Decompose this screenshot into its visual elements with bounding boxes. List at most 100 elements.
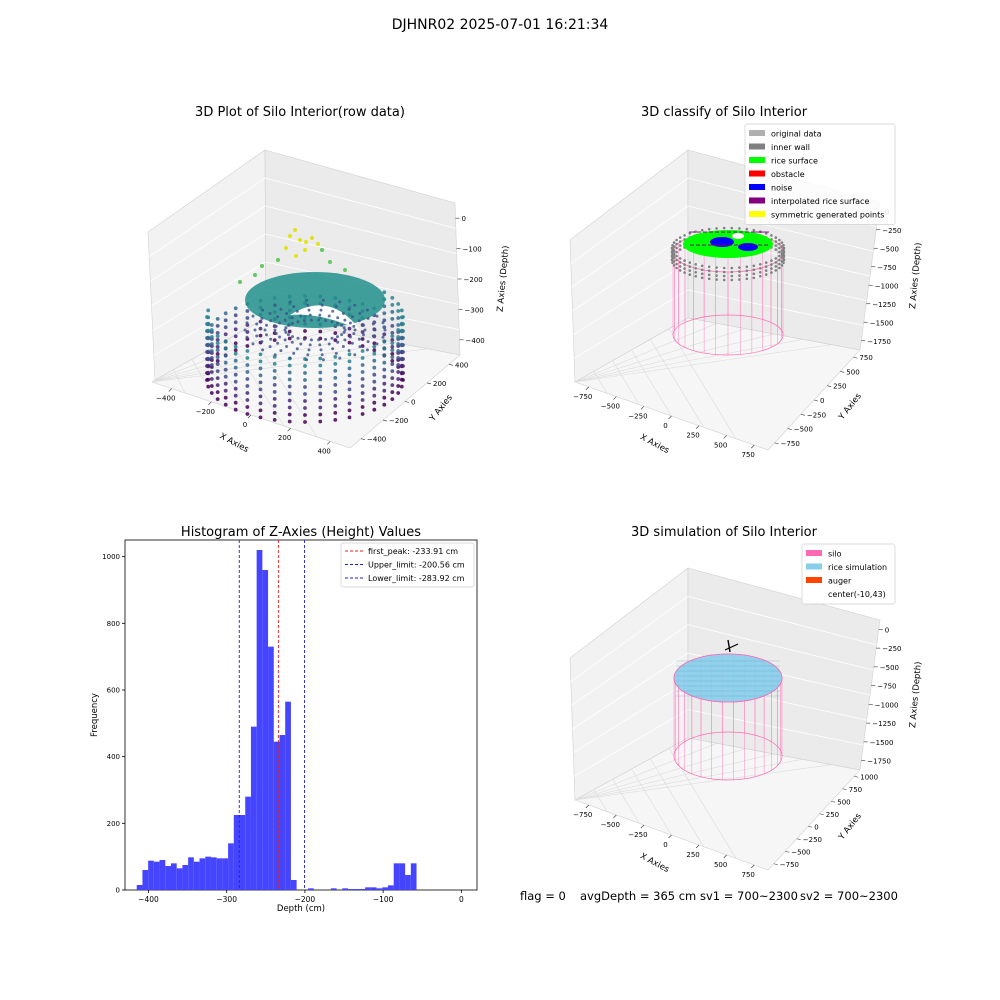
panel1-peak-point — [293, 228, 297, 232]
panel2-legend-label: inner wall — [771, 143, 810, 152]
panel2-x-tick: 500 — [714, 441, 727, 449]
panel1-z-tick: −400 — [466, 337, 485, 345]
histogram-bar — [136, 885, 143, 890]
histogram-bar — [405, 875, 411, 890]
panel2-noise — [710, 237, 734, 247]
histogram-bar — [159, 860, 166, 890]
panel1-y-label: Y Axies — [427, 393, 455, 425]
panel2-z-tick: −1500 — [870, 319, 894, 327]
panel4-y-tick: −500 — [791, 848, 810, 856]
panel2-y-tick: 500 — [846, 368, 859, 376]
panel-raw-data: 3D Plot of Silo Interior(row data) −400 −2… — [147, 105, 511, 455]
histogram-bar — [330, 888, 337, 890]
histogram-bar — [193, 861, 200, 890]
panels: 3D Plot of Silo Interior(row data) −400 −2… — [90, 105, 924, 914]
panel1-y-tick: −400 — [367, 436, 386, 444]
histogram-bar — [348, 889, 354, 890]
panel4-y-tick: 1000 — [860, 773, 878, 781]
panel2-z-tick: −1250 — [872, 301, 896, 309]
panel2-x-tick: −250 — [628, 412, 647, 420]
panel1-x-tick: 0 — [243, 421, 247, 429]
histogram-bar — [376, 888, 383, 890]
panel-simulation: 3D simulation of Silo Interior −750 −500 −2… — [569, 525, 924, 879]
histogram-title: Histogram of Z-Axies (Height) Values — [181, 525, 421, 540]
flag-status: flag = 0 — [520, 889, 566, 903]
histogram-bar — [210, 857, 217, 890]
panel2-x-tick: −750 — [573, 393, 592, 401]
panel1-y-tick: 200 — [433, 380, 446, 388]
histogram-bar — [279, 735, 286, 890]
panel2-legend-label: symmetric generated points — [771, 211, 884, 220]
panel4-x-label: X Axies — [638, 851, 671, 875]
panel1-y-tick: −200 — [389, 417, 408, 425]
panel2-legend-swatch — [749, 197, 765, 204]
panel1-peak-point — [304, 240, 308, 244]
panel2-legend-label: original data — [771, 130, 822, 139]
panel1-peak-point — [294, 254, 298, 258]
histogram-bar — [182, 865, 189, 890]
panel2-z-label: Z Axies (Depth) — [908, 242, 924, 309]
panel2-y-tick: 0 — [820, 397, 824, 405]
panel2-y-tick: 250 — [833, 383, 846, 391]
histogram-y-tick: 200 — [107, 820, 120, 828]
panel2-x-tick: 250 — [686, 432, 699, 440]
histogram-legend-label: Upper_limit: -200.56 cm — [368, 561, 465, 570]
panel4-legend-swatch — [806, 563, 822, 570]
panel1-peak-point — [284, 246, 288, 250]
histogram-bar — [233, 815, 240, 890]
panel2-x-tick: 750 — [742, 451, 755, 459]
histogram-bar — [165, 866, 171, 890]
panel1-z-tick: −100 — [463, 246, 482, 254]
histogram-bar — [399, 863, 406, 890]
panel2-legend-label: obstacle — [771, 170, 805, 179]
histogram-bar — [228, 843, 234, 890]
histogram-bar — [250, 726, 257, 890]
histogram-x-tick: 0 — [459, 895, 464, 904]
panel4-y-tick: 750 — [849, 786, 862, 794]
panel2-noise-2 — [738, 243, 758, 251]
histogram-bar — [256, 550, 263, 890]
panel4-legend-label: auger — [828, 577, 852, 586]
avg-depth-status: avgDepth = 365 cm — [580, 889, 697, 903]
panel2-x-tick: −500 — [601, 403, 620, 411]
panel2-y-label: Y Axies — [836, 391, 864, 423]
histogram-bar — [216, 858, 223, 890]
histogram-bar — [268, 646, 274, 890]
histogram-y-tick: 0 — [116, 887, 120, 895]
panel2-legend-swatch — [749, 170, 765, 177]
histogram-bar — [262, 570, 269, 890]
histogram-bar — [290, 880, 297, 890]
panel2-z-tick: −250 — [882, 227, 901, 235]
histogram-bar — [199, 858, 206, 890]
figure-title: DJHNR02 2025-07-01 16:21:34 — [391, 17, 609, 33]
panel4-x-tick: −250 — [628, 831, 647, 839]
histogram-bar — [393, 863, 400, 890]
panel-histogram: Histogram of Z-Axies (Height) Values −400… — [90, 525, 478, 914]
panel4-x-tick: 750 — [742, 871, 755, 879]
panel4-center-marker — [727, 639, 731, 653]
histogram-bar — [222, 858, 229, 890]
histogram-bar — [359, 889, 366, 890]
panel2-legend-label: rice surface — [771, 157, 818, 166]
histogram-y-tick: 600 — [107, 687, 120, 695]
panel1-z-tick: 0 — [462, 215, 466, 223]
panel1-peak-point — [303, 248, 307, 252]
histogram-legend-label: first_peak: -233.91 cm — [368, 547, 458, 556]
histogram-legend-label: Lower_limit: -283.92 cm — [368, 574, 465, 583]
histogram-bar — [188, 857, 194, 890]
panel4-z-tick: −250 — [882, 645, 901, 653]
histogram-y-label: Frequency — [90, 693, 100, 737]
panel2-z-tick: −1750 — [867, 338, 891, 346]
panel-classify: 3D classify of Silo Interior −750 −500 −250… — [569, 105, 924, 459]
histogram-x-label: Depth (cm) — [277, 904, 325, 914]
histogram-bar — [153, 861, 160, 890]
histogram-x-tick: −400 — [138, 895, 159, 904]
panel1-y-tick: 400 — [455, 361, 468, 369]
panel1-z-tick: −200 — [464, 276, 483, 284]
histogram-bar — [382, 887, 388, 890]
panel4-z-tick: −750 — [877, 683, 896, 691]
panel4-legend-label: silo — [828, 550, 842, 559]
panel4-silo-bottom — [673, 731, 783, 781]
panel2-legend-swatch — [749, 143, 765, 150]
panel1-x-tick: −400 — [156, 395, 175, 403]
